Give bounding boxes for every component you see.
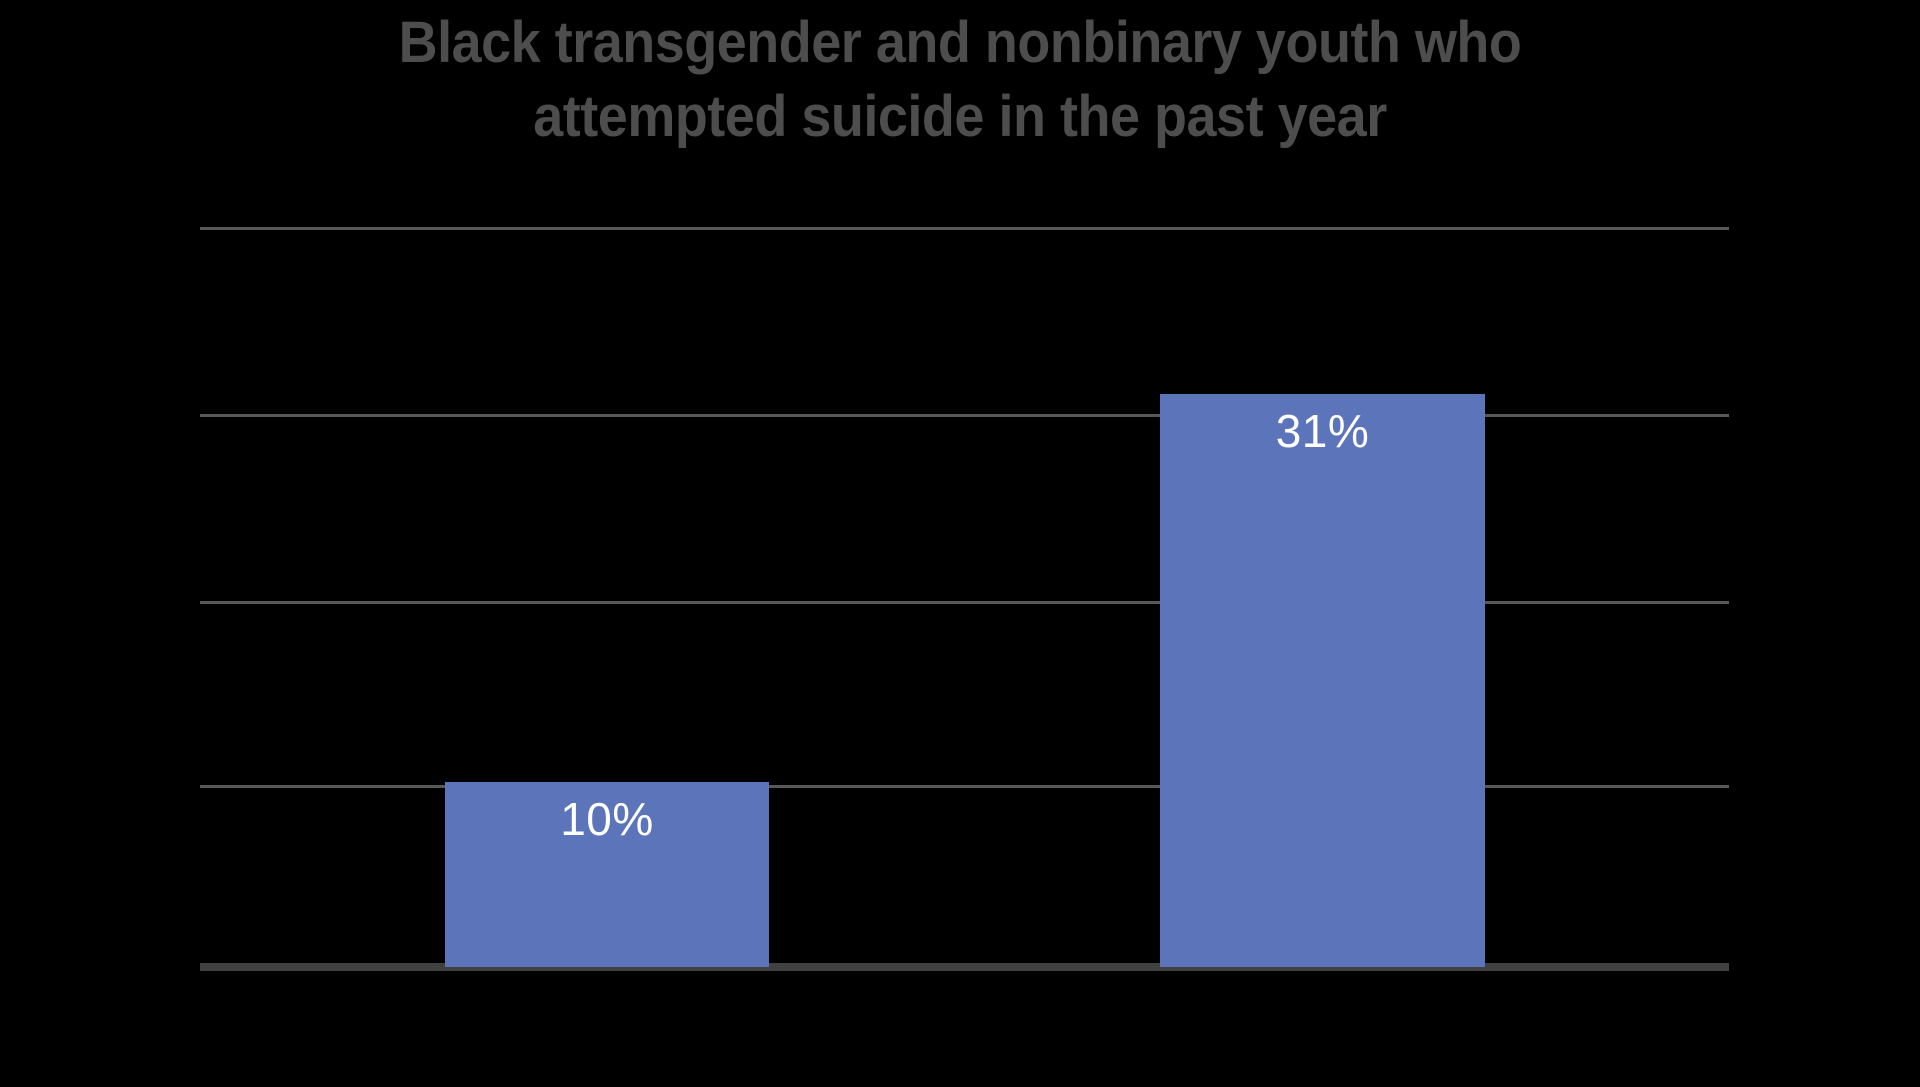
gridline-20 [200,601,1729,604]
plot-area: 10% 31% [200,227,1729,971]
bar-value-label-1: 31% [1275,404,1370,457]
chart-title: Black transgender and nonbinary youth wh… [398,10,1522,149]
bar-series-1[interactable]: 31% [1160,393,1485,967]
x-axis-line [200,963,1729,971]
bar-value-label-0: 10% [560,793,654,845]
gridline-10 [200,785,1729,788]
gridline-30 [200,414,1729,417]
gridline-40 [200,227,1729,230]
bar-series-0[interactable]: 10% [445,782,769,967]
